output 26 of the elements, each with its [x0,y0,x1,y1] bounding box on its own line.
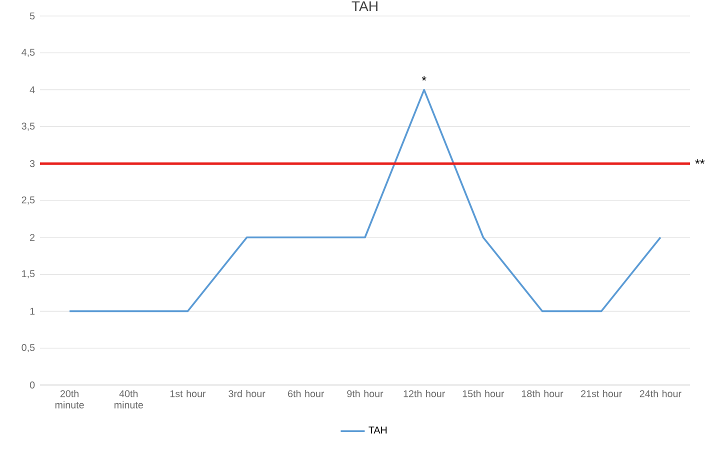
x-tick-label: 40th minute [114,390,143,408]
x-tick-label: 15th hour [462,390,504,398]
x-tick-label: 3rd hour [228,390,266,398]
y-tick-label: 0 [30,382,35,388]
x-tick-label: 18th hour [522,390,564,398]
x-tick-label: 20th minute [55,390,84,408]
x-tick-label: 24th hour [640,390,682,398]
x-tick-label: 1st hour [170,390,206,398]
x-tick-label: 6th hour [288,390,324,398]
x-tick-label: 12th hour [404,390,445,398]
y-tick-label: 3 [30,160,35,168]
y-tick-label: 3,5 [22,122,35,131]
y-tick-label: 1 [30,308,35,315]
annotation: * [422,76,426,81]
y-tick-label: 4,5 [22,48,35,57]
x-tick-label: 21st hour [581,390,622,398]
ref-line-label: ** [695,159,705,164]
y-tick-label: 5 [30,12,35,20]
y-tick-label: 2 [30,234,35,241]
legend-label: TAH [368,426,387,434]
y-tick-label: 1,5 [22,270,35,278]
x-tick-label: 9th hour [347,390,384,398]
y-tick-label: 4 [30,86,35,94]
y-tick-label: 2,5 [22,196,35,205]
chart-title: TAH [352,1,378,12]
y-tick-label: 0,5 [22,344,35,352]
